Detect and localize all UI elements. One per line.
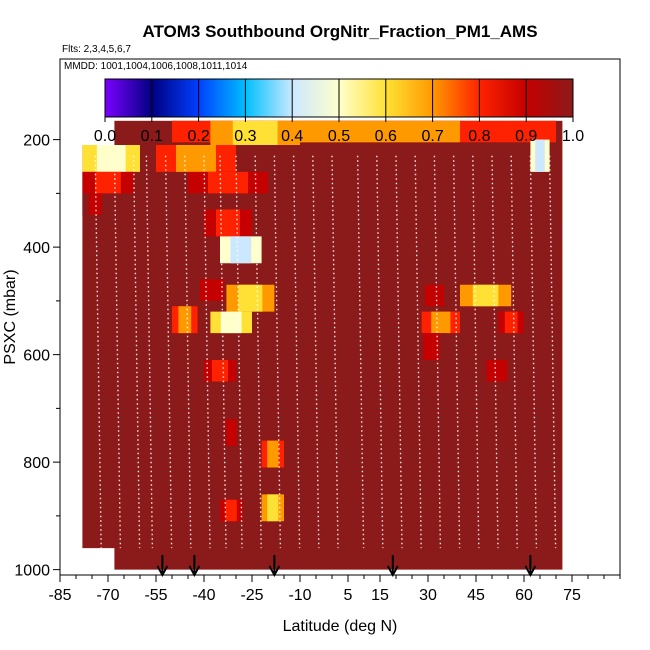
x-tick-label: -40 bbox=[192, 587, 215, 604]
heatmap-cell-13 bbox=[460, 284, 512, 307]
y-tick-label: 600 bbox=[23, 348, 50, 365]
y-tick-label: 800 bbox=[23, 455, 50, 472]
x-tick-label: 5 bbox=[344, 587, 353, 604]
colorbar-segment-4 bbox=[292, 79, 340, 117]
x-tick-label: -55 bbox=[144, 587, 167, 604]
heatmap-cell-core bbox=[208, 171, 248, 194]
colorbar-tick-label: 0.7 bbox=[421, 128, 443, 145]
heatmap-cell-20 bbox=[476, 360, 518, 382]
colorbar-tick-label: 0.8 bbox=[468, 128, 490, 145]
colorbar-segment-6 bbox=[385, 79, 434, 117]
heatmap-cell-core bbox=[238, 284, 263, 312]
y-tick-label: 1000 bbox=[14, 563, 50, 580]
heatmap-cell-17 bbox=[498, 311, 524, 334]
x-tick-label: -10 bbox=[288, 587, 311, 604]
colorbar-tick-label: 0.0 bbox=[94, 128, 116, 145]
x-tick-label: 60 bbox=[515, 587, 533, 604]
heatmap-cell-core bbox=[212, 360, 228, 382]
heatmap-coverage-1 bbox=[114, 120, 563, 570]
colorbar-segment-0 bbox=[105, 79, 153, 117]
heatmap-cell-core bbox=[220, 311, 242, 334]
heatmap-cell-11 bbox=[226, 284, 275, 312]
heatmap-cell-9 bbox=[220, 236, 262, 264]
heatmap-cell-core bbox=[267, 494, 279, 522]
y-axis-label: PSXC (mbar) bbox=[2, 269, 19, 364]
heatmap-cell-22 bbox=[261, 440, 284, 468]
heatmap-cell-core bbox=[486, 360, 508, 382]
heatmap-cell-12 bbox=[415, 284, 454, 307]
x-tick-label: 30 bbox=[419, 587, 437, 604]
colorbar-segment-9 bbox=[526, 79, 574, 117]
x-tick-label: -70 bbox=[96, 587, 119, 604]
heatmap-cell-3 bbox=[156, 145, 236, 172]
heatmap-cell-core bbox=[178, 306, 192, 334]
heatmap-cell-core bbox=[267, 440, 279, 468]
colorbar-segment-7 bbox=[432, 79, 480, 117]
x-tick-label: 75 bbox=[563, 587, 581, 604]
colorbar-tick-label: 1.0 bbox=[562, 128, 584, 145]
colorbar: 0.0 0.1 0.2 0.3 0.4 0.5 0.6 0.7 0.8 0.9 1.0 bbox=[94, 78, 584, 145]
heatmap-cell-core bbox=[424, 284, 444, 307]
dates-label: MMDD: 1001,1004,1006,1008,1011,1014 bbox=[64, 61, 248, 72]
heatmap-cell-core bbox=[200, 279, 224, 301]
colorbar-tick-label: 0.2 bbox=[187, 128, 209, 145]
heatmap-cell-core bbox=[472, 284, 499, 307]
colorbar-tick-label: 0.3 bbox=[234, 128, 256, 145]
colorbar-segment-3 bbox=[245, 79, 293, 117]
colorbar-segment-5 bbox=[339, 79, 387, 117]
colorbar-tick-label: 0.4 bbox=[281, 128, 303, 145]
heatmap-cell-core bbox=[225, 419, 237, 446]
axes: -85 -70 -55 -40 -25 -10 5 15 30 45 60 75 200 400 600 80… bbox=[14, 58, 621, 604]
heatmap-cell-16 bbox=[421, 311, 460, 334]
heatmap-cell-core bbox=[88, 193, 102, 215]
heatmap-cell-core bbox=[225, 499, 237, 522]
chart-title: ATOM3 Southbound OrgNitr_Fraction_PM1_AM… bbox=[142, 22, 537, 41]
x-tick-label: 15 bbox=[371, 587, 389, 604]
heatmap-cell-core bbox=[232, 120, 278, 145]
heatmap-cell-core bbox=[176, 145, 216, 172]
x-tick-label: 45 bbox=[467, 587, 485, 604]
colorbar-tick-label: 0.5 bbox=[328, 128, 350, 145]
x-axis-label: Latitude (deg N) bbox=[283, 618, 398, 635]
x-tick-label: -25 bbox=[240, 587, 263, 604]
heatmap-cell-6 bbox=[188, 171, 268, 194]
heatmap-cell-core bbox=[216, 209, 240, 237]
heatmap-cell-18 bbox=[415, 333, 448, 360]
heatmap-cell-14 bbox=[172, 306, 198, 334]
heatmap-cell-24 bbox=[220, 499, 243, 522]
heatmap-cell-1 bbox=[210, 120, 300, 145]
heatmap-cell-2 bbox=[82, 145, 140, 172]
plot-frame bbox=[59, 58, 621, 576]
flights-label: Flts: 2,3,4,5,6,7 bbox=[62, 44, 131, 55]
x-tick-label: -85 bbox=[48, 587, 71, 604]
colorbar-segment-2 bbox=[198, 79, 246, 117]
heatmap-cells bbox=[82, 120, 563, 570]
heatmap-cell-7 bbox=[82, 193, 108, 215]
heatmap-cell-15 bbox=[210, 311, 252, 334]
heatmap-cell-23 bbox=[261, 494, 284, 522]
heatmap-cell-4 bbox=[530, 139, 550, 172]
colorbar-tick-label: 0.9 bbox=[515, 128, 537, 145]
heatmap-cell-8 bbox=[204, 209, 252, 237]
heatmap-cell-core bbox=[504, 311, 518, 334]
colorbar-tick-label: 0.6 bbox=[375, 128, 397, 145]
heatmap-cell-core bbox=[95, 171, 121, 194]
heatmap-cell-core bbox=[423, 333, 440, 360]
heatmap-cell-19 bbox=[204, 360, 236, 382]
heatmap-cell-core bbox=[535, 139, 545, 172]
heatmap-cell-core bbox=[431, 311, 451, 334]
colorbar-segment-8 bbox=[479, 79, 527, 117]
heatmap-cell-core bbox=[230, 236, 252, 264]
heatmap-cell-core bbox=[268, 120, 460, 143]
heatmap-cell-21 bbox=[220, 419, 243, 446]
y-tick-label: 400 bbox=[23, 240, 50, 257]
heatmap-cell-core bbox=[96, 145, 126, 172]
colorbar-segment-1 bbox=[151, 79, 200, 117]
y-tick-label: 200 bbox=[23, 133, 50, 150]
heatmap-cell-5 bbox=[82, 171, 134, 194]
colorbar-tick-label: 0.1 bbox=[141, 128, 163, 145]
